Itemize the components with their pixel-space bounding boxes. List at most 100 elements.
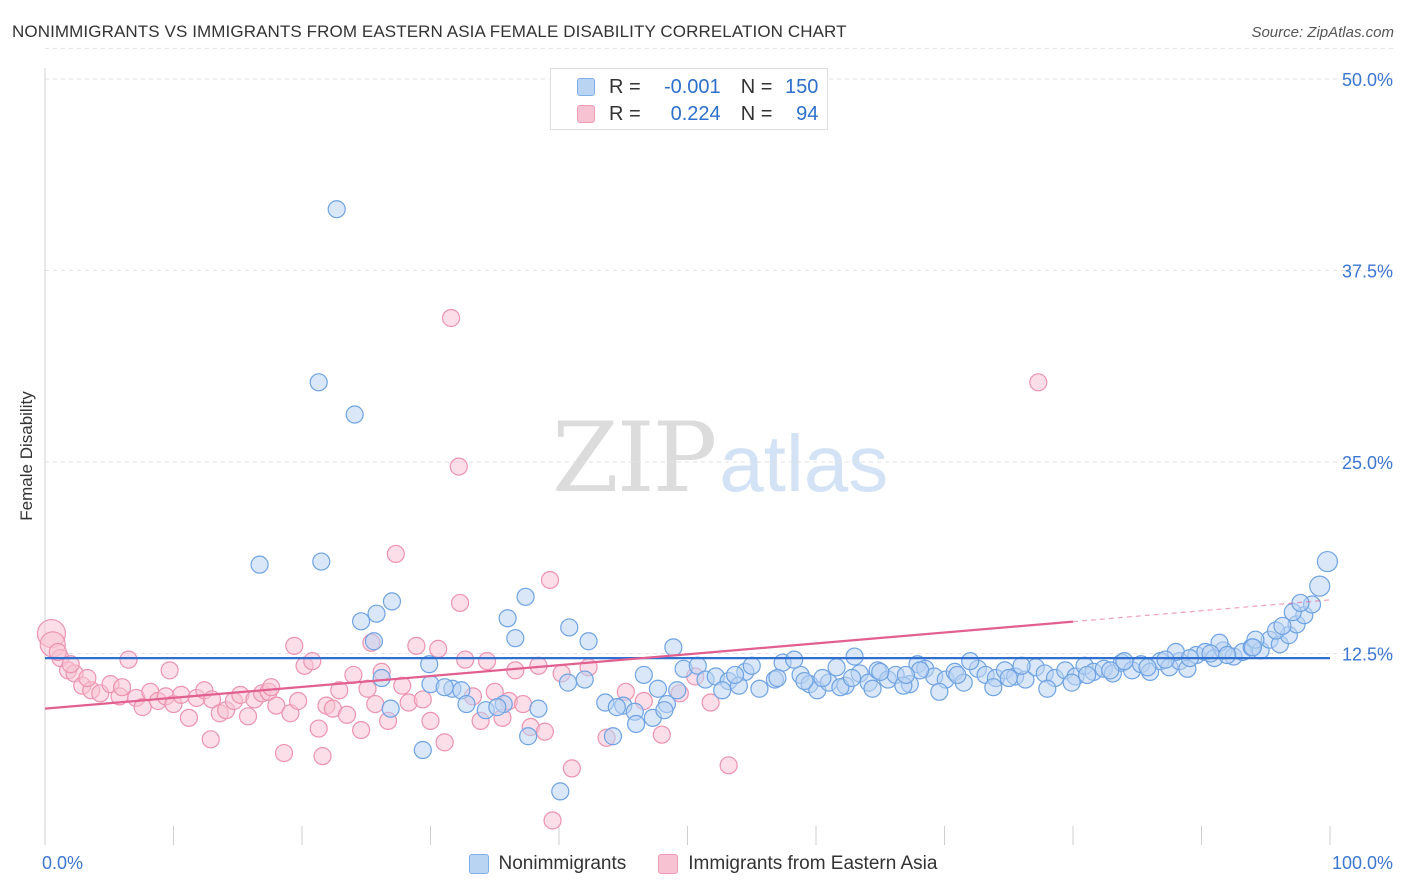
nonimmigrants-point xyxy=(529,699,548,718)
nonimmigrants-point xyxy=(516,587,535,606)
nonimmigrants-point xyxy=(506,629,525,648)
series-legend: Nonimmigrants Immigrants from Eastern As… xyxy=(0,850,1406,878)
eastern-asia-point xyxy=(313,747,332,766)
nonimmigrants-point xyxy=(785,650,804,669)
nonimmigrants-point xyxy=(655,701,674,720)
y-tick-label: 12.5% xyxy=(1342,645,1393,665)
eastern-asia-point xyxy=(352,720,371,740)
r-label: R = xyxy=(609,75,641,98)
eastern-asia-point xyxy=(450,593,470,613)
eastern-asia-point xyxy=(449,457,468,476)
eastern-asia-point xyxy=(366,694,385,714)
eastern-asia-point xyxy=(119,650,138,669)
eastern-asia-point xyxy=(421,711,440,731)
nonimmigrants-point xyxy=(352,612,371,631)
eastern-asia-point xyxy=(562,759,581,778)
x-tick-label: 100.0% xyxy=(1332,853,1393,873)
nonimmigrants-point xyxy=(813,668,832,688)
chart-title: NONIMMIGRANTS VS IMMIGRANTS FROM EASTERN… xyxy=(12,22,847,41)
eastern-asia-point xyxy=(112,678,132,697)
eastern-asia-point xyxy=(1029,373,1048,392)
eastern-asia-point xyxy=(435,733,454,752)
n-label: N = xyxy=(740,102,773,125)
nonimmigrants-point xyxy=(327,200,346,219)
source-label: Source: ZipAtlas.com xyxy=(1251,24,1394,41)
nonimmigrants-point xyxy=(1273,616,1292,636)
eastern-asia-point xyxy=(267,696,286,715)
r-label: R = xyxy=(609,102,641,125)
eastern-asia-point xyxy=(719,756,738,775)
eastern-asia-point xyxy=(303,652,322,671)
n-value: 94 xyxy=(796,102,819,125)
eastern-asia-point xyxy=(61,655,80,674)
nonimmigrants-point xyxy=(725,665,745,685)
eastern-asia-point xyxy=(386,544,405,564)
y-tick-label: 50.0% xyxy=(1342,70,1393,90)
eastern-asia-point xyxy=(540,570,560,590)
nonimmigrants-swatch xyxy=(577,78,595,96)
nonimmigrants-point xyxy=(664,638,683,657)
nonimmigrants-point xyxy=(768,668,787,688)
nonimmigrants-point xyxy=(558,673,578,692)
eastern-asia-swatch xyxy=(658,854,679,874)
legend-row-eastern-asia: R = 0.224 N = 94 xyxy=(577,102,818,126)
n-label: N = xyxy=(740,75,773,98)
y-tick-label: 25.0% xyxy=(1342,453,1393,473)
nonimmigrants-point xyxy=(713,681,732,700)
nonimmigrants-point xyxy=(309,373,328,392)
nonimmigrants-point xyxy=(312,552,331,571)
nonimmigrants-point xyxy=(961,652,980,671)
nonimmigrants-point xyxy=(607,698,626,717)
nonimmigrants-point xyxy=(603,727,623,746)
eastern-asia-point xyxy=(337,705,357,724)
nonimmigrants-point xyxy=(575,670,594,689)
eastern-asia-trend-line xyxy=(44,620,1074,710)
nonimmigrants-point xyxy=(795,671,814,691)
nonimmigrants-point xyxy=(413,740,432,760)
nonimmigrants-point xyxy=(498,609,517,628)
nonimmigrants-point xyxy=(579,632,598,651)
eastern-asia-point xyxy=(179,708,199,727)
nonimmigrants-point xyxy=(1218,645,1237,665)
nonimmigrants-point xyxy=(372,668,391,688)
legend-label: Immigrants from Eastern Asia xyxy=(688,853,938,874)
nonimmigrants-point xyxy=(457,694,476,714)
eastern-asia-trend-extension xyxy=(1072,599,1331,623)
nonimmigrants-point xyxy=(488,698,507,717)
eastern-asia-point xyxy=(78,668,97,688)
nonimmigrants-point xyxy=(382,592,402,611)
eastern-asia-point xyxy=(413,690,432,709)
nonimmigrants-point xyxy=(999,668,1018,688)
eastern-asia-point xyxy=(330,681,349,700)
nonimmigrants-point xyxy=(551,782,570,801)
nonimmigrants-point xyxy=(1138,658,1157,677)
eastern-asia-point xyxy=(701,693,720,712)
nonimmigrants-point xyxy=(930,682,949,701)
nonimmigrants-point xyxy=(948,665,967,685)
nonimmigrants-point xyxy=(863,679,882,698)
eastern-asia-point xyxy=(477,652,497,671)
r-value: 0.224 xyxy=(670,102,721,125)
eastern-asia-point xyxy=(201,730,220,749)
nonimmigrants-point xyxy=(1316,550,1339,573)
y-tick-label: 37.5% xyxy=(1342,262,1393,282)
eastern-asia-point xyxy=(289,691,308,711)
eastern-asia-swatch xyxy=(577,105,595,123)
eastern-asia-point xyxy=(309,719,328,738)
nonimmigrants-point xyxy=(420,655,439,674)
eastern-asia-point xyxy=(429,639,448,659)
eastern-asia-point xyxy=(262,678,281,697)
nonimmigrants-point xyxy=(742,656,761,675)
eastern-asia-point xyxy=(441,308,461,328)
nonimmigrants-point xyxy=(367,604,386,623)
eastern-asia-point xyxy=(358,679,377,698)
eastern-asia-point xyxy=(133,698,152,717)
eastern-asia-point xyxy=(48,642,67,662)
r-value: -0.001 xyxy=(663,75,721,98)
nonimmigrants-point xyxy=(1201,644,1220,663)
nonimmigrants-point xyxy=(634,665,653,685)
nonimmigrants-point xyxy=(845,647,864,666)
nonimmigrants-point xyxy=(1038,679,1057,698)
nonimmigrants-point xyxy=(896,665,916,685)
